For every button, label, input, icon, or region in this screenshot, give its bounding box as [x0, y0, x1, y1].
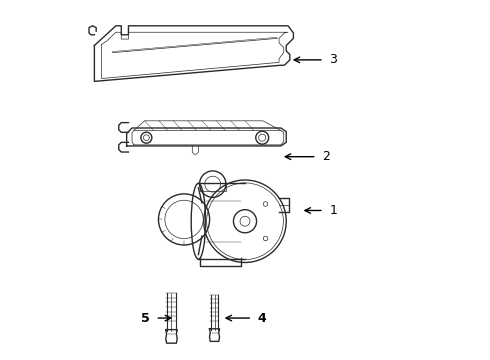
Text: 3: 3 — [329, 53, 337, 66]
Text: 5: 5 — [141, 311, 150, 325]
Text: 2: 2 — [322, 150, 330, 163]
Text: 1: 1 — [329, 204, 337, 217]
Text: 4: 4 — [258, 311, 266, 325]
